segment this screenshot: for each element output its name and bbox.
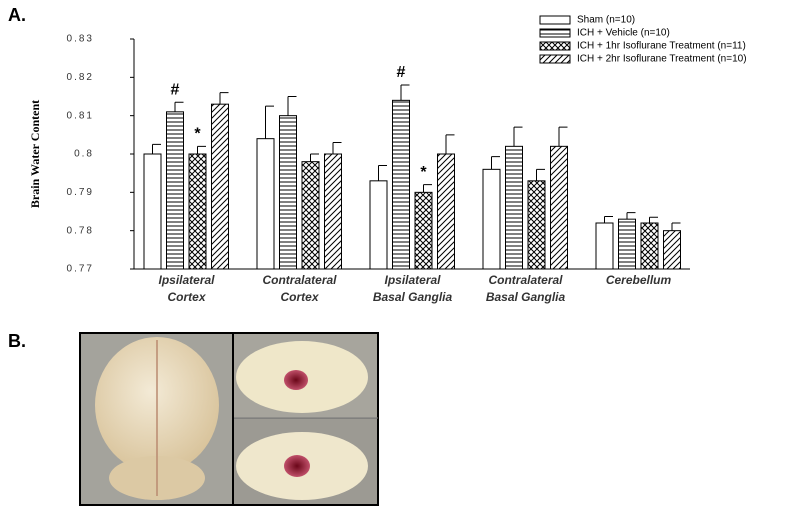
bar (550, 145, 568, 270)
error-bar (671, 222, 681, 231)
y-tick-label: 0.77 (67, 264, 94, 275)
x-tick-label: Cerebellum (606, 273, 672, 287)
y-tick-label: 0.82 (67, 72, 94, 83)
panel-label: A. (8, 5, 26, 25)
bar (369, 180, 388, 270)
bar (166, 111, 184, 270)
bar (640, 222, 659, 270)
legend-label: ICH + 2hr Isoflurane Treatment (n=10) (577, 54, 747, 65)
error-bar (197, 145, 206, 154)
bar (437, 153, 455, 270)
error-bar (265, 105, 274, 139)
y-axis-label: Brain Water Content (28, 100, 42, 208)
bar (301, 161, 320, 270)
x-tick-label: Cortex (167, 290, 206, 304)
plot: 0.77 0.78 0.79 0.8 0.81 0.82 0.83 Ipsilateral Co… (67, 15, 747, 305)
significance-marker: # (397, 64, 406, 81)
legend-swatch (539, 41, 571, 51)
x-tick-label: Contralateral (262, 273, 337, 287)
legend-swatch (539, 28, 571, 38)
panel-label: B. (8, 331, 26, 351)
significance-marker: # (171, 81, 180, 98)
significance-marker: * (420, 164, 427, 181)
bar (188, 153, 207, 270)
error-bar (332, 142, 342, 154)
bar (527, 180, 546, 270)
error-bar (491, 156, 500, 170)
bar (324, 153, 342, 270)
error-bar (310, 153, 319, 162)
x-tick-label: Basal Ganglia (486, 290, 566, 304)
error-bar (626, 212, 636, 220)
x-tick-label: Ipsilateral (158, 273, 215, 287)
bar (279, 115, 297, 270)
bar (143, 153, 162, 270)
bar (256, 138, 275, 270)
x-tick-label: Basal Ganglia (373, 290, 453, 304)
y-tick-label: 0.8 (74, 149, 94, 160)
bar (414, 191, 433, 270)
error-bar (174, 101, 184, 112)
bar (618, 218, 636, 270)
bar (392, 99, 410, 270)
y-tick-label: 0.83 (67, 34, 94, 45)
y-tick-label: 0.81 (67, 110, 94, 121)
error-bar (536, 168, 545, 181)
legend-swatch (539, 15, 571, 25)
error-bar (649, 216, 658, 223)
y-tick-label: 0.79 (67, 187, 94, 198)
legend-label: Sham (n=10) (577, 15, 635, 26)
error-bar (423, 184, 432, 193)
error-bar (378, 165, 387, 181)
x-tick-label: Cortex (280, 290, 319, 304)
error-bar (152, 143, 161, 154)
error-bar (513, 126, 523, 147)
x-tick-label: Contralateral (488, 273, 563, 287)
legend-label: ICH + 1hr Isoflurane Treatment (n=11) (577, 41, 746, 52)
bar (211, 103, 229, 270)
error-bar (219, 92, 229, 105)
bar (482, 168, 501, 270)
y-tick-label: 0.78 (67, 225, 94, 236)
legend-swatch (539, 54, 571, 64)
error-bar (287, 96, 297, 116)
significance-marker: * (194, 126, 201, 143)
error-bar (400, 84, 410, 101)
legend-label: ICH + Vehicle (n=10) (577, 28, 670, 39)
bar (663, 230, 681, 270)
error-bar (445, 134, 455, 154)
x-tick-label: Ipsilateral (384, 273, 441, 287)
bar (505, 145, 523, 270)
error-bar (558, 126, 568, 147)
photo-panel (79, 332, 379, 506)
error-bar (604, 215, 613, 223)
bar (595, 222, 614, 270)
